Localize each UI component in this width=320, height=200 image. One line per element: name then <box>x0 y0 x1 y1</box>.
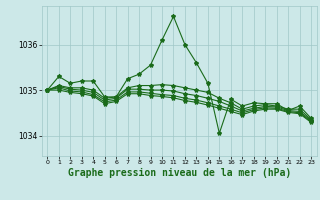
X-axis label: Graphe pression niveau de la mer (hPa): Graphe pression niveau de la mer (hPa) <box>68 168 291 178</box>
